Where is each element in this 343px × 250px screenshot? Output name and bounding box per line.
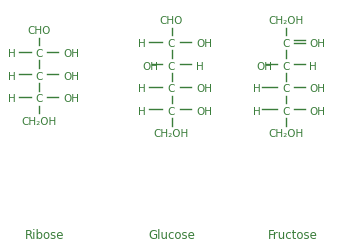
Text: OH: OH — [196, 84, 212, 94]
Text: H: H — [8, 49, 16, 59]
Text: C: C — [283, 106, 290, 116]
Text: OH: OH — [63, 94, 80, 104]
Text: OH: OH — [257, 61, 273, 71]
Text: OH: OH — [63, 71, 80, 81]
Text: OH: OH — [309, 39, 326, 49]
Text: Ribose: Ribose — [25, 228, 64, 241]
Text: H: H — [139, 106, 146, 116]
Text: OH: OH — [196, 106, 212, 116]
Text: C: C — [36, 71, 43, 81]
Text: C: C — [168, 106, 175, 116]
Text: H: H — [253, 106, 260, 116]
Text: C: C — [168, 39, 175, 49]
Text: OH: OH — [63, 49, 80, 59]
Text: C: C — [168, 61, 175, 71]
Text: CH₂OH: CH₂OH — [269, 16, 304, 26]
Text: CH₂OH: CH₂OH — [269, 129, 304, 139]
Text: H: H — [139, 84, 146, 94]
Text: CH₂OH: CH₂OH — [22, 116, 57, 126]
Text: OH: OH — [309, 106, 326, 116]
Text: H: H — [8, 94, 16, 104]
Text: CHO: CHO — [160, 16, 183, 26]
Text: C: C — [36, 49, 43, 59]
Text: H: H — [253, 84, 260, 94]
Text: OH: OH — [309, 84, 326, 94]
Text: OH: OH — [196, 39, 212, 49]
Text: OH: OH — [142, 61, 158, 71]
Text: C: C — [168, 84, 175, 94]
Text: C: C — [283, 39, 290, 49]
Text: Fructose: Fructose — [268, 228, 318, 241]
Text: Glucose: Glucose — [148, 228, 195, 241]
Text: H: H — [139, 39, 146, 49]
Text: CHO: CHO — [28, 26, 51, 36]
Text: CH₂OH: CH₂OH — [154, 129, 189, 139]
Text: C: C — [283, 84, 290, 94]
Text: H: H — [8, 71, 16, 81]
Text: H: H — [309, 61, 317, 71]
Text: H: H — [196, 61, 204, 71]
Text: C: C — [283, 61, 290, 71]
Text: C: C — [36, 94, 43, 104]
